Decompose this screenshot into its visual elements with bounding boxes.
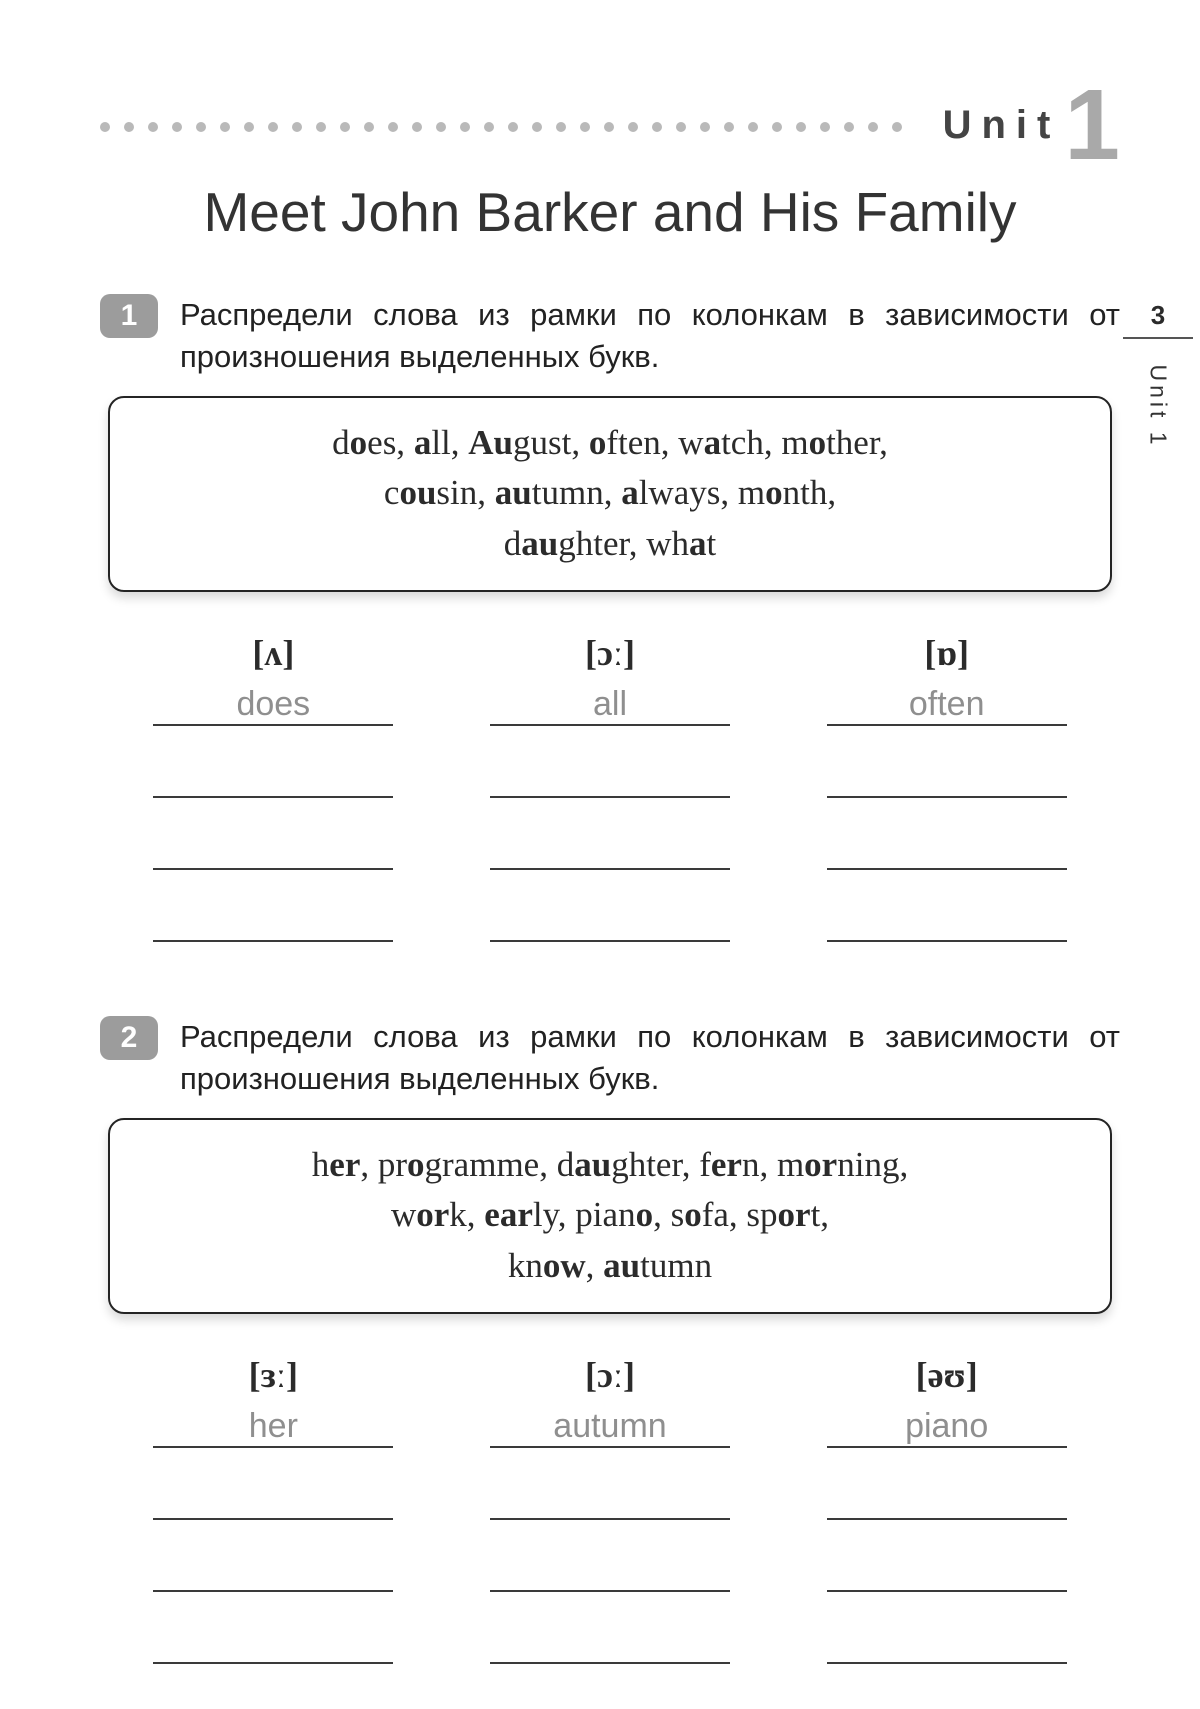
dot [628, 122, 638, 132]
column: [ɜː]her [120, 1354, 427, 1688]
exercise-badge-2: 2 [100, 1016, 158, 1060]
phonetic-header: [ɔː] [585, 1354, 635, 1396]
answer-line[interactable] [490, 1544, 730, 1592]
dot [436, 122, 446, 132]
answer-line[interactable] [490, 894, 730, 942]
dot [196, 122, 206, 132]
exercise-2-instruction: Распредели слова из рамки по колонкам в … [180, 1016, 1120, 1100]
answer-line[interactable] [490, 750, 730, 798]
dot [868, 122, 878, 132]
page: 3 Unit 1 Unit 1 Meet John Barker and His… [0, 0, 1200, 1709]
answer-line[interactable]: all [490, 678, 730, 726]
dot [460, 122, 470, 132]
dot [268, 122, 278, 132]
dot [604, 122, 614, 132]
dot [412, 122, 422, 132]
exercise-1-word-box: does, all, August, often, watch, mother,… [108, 396, 1112, 592]
unit-title: Meet John Barker and His Family [100, 180, 1120, 244]
dot [748, 122, 758, 132]
answer-line[interactable] [827, 1472, 1067, 1520]
dot [532, 122, 542, 132]
unit-header: Unit 1 [100, 80, 1120, 170]
answer-line[interactable] [490, 1472, 730, 1520]
answer-line[interactable] [827, 1616, 1067, 1664]
dot [772, 122, 782, 132]
answer-line[interactable]: piano [827, 1400, 1067, 1448]
dot-row [100, 122, 902, 132]
column: [ʌ]does [120, 632, 427, 966]
dot [100, 122, 110, 132]
answer-line[interactable]: does [153, 678, 393, 726]
column: [ɔː]autumn [457, 1354, 764, 1688]
exercise-2-word-box: her, programme, daughter, fern, morning,… [108, 1118, 1112, 1314]
phonetic-header: [ʌ] [252, 632, 294, 674]
dot [892, 122, 902, 132]
side-rule [1123, 337, 1193, 339]
unit-number: 1 [1064, 80, 1120, 170]
dot [580, 122, 590, 132]
side-tab: 3 Unit 1 [1116, 300, 1200, 420]
answer-line[interactable] [153, 894, 393, 942]
phonetic-header: [ɔː] [585, 632, 635, 674]
dot [220, 122, 230, 132]
answer-line[interactable] [153, 822, 393, 870]
dot [700, 122, 710, 132]
dot [172, 122, 182, 132]
dot [652, 122, 662, 132]
answer-line[interactable] [490, 822, 730, 870]
exercise-2-header: 2 Распредели слова из рамки по колонкам … [100, 1016, 1120, 1100]
answer-line[interactable]: often [827, 678, 1067, 726]
exercise-badge-1: 1 [100, 294, 158, 338]
answer-line[interactable] [153, 1472, 393, 1520]
answer-line[interactable] [153, 1544, 393, 1592]
answer-line[interactable] [827, 822, 1067, 870]
answer-line[interactable] [827, 750, 1067, 798]
phonetic-header: [əʊ] [916, 1354, 978, 1396]
page-number: 3 [1151, 300, 1165, 331]
answer-line[interactable] [827, 894, 1067, 942]
dot [844, 122, 854, 132]
exercise-1-columns: [ʌ]does[ɔː]all[ɒ]often [100, 632, 1120, 966]
dot [484, 122, 494, 132]
dot [340, 122, 350, 132]
answer-line[interactable] [153, 1616, 393, 1664]
dot [508, 122, 518, 132]
dot [388, 122, 398, 132]
column: [ɔː]all [457, 632, 764, 966]
dot [556, 122, 566, 132]
dot [292, 122, 302, 132]
dot [676, 122, 686, 132]
dot [316, 122, 326, 132]
answer-line[interactable] [490, 1616, 730, 1664]
dot [124, 122, 134, 132]
phonetic-header: [ɜː] [249, 1354, 298, 1396]
unit-label: Unit [943, 103, 1061, 148]
exercise-1-instruction: Распредели слова из рамки по колонкам в … [180, 294, 1120, 378]
dot [820, 122, 830, 132]
column: [ɒ]often [793, 632, 1100, 966]
answer-line[interactable]: autumn [490, 1400, 730, 1448]
side-unit-label: Unit 1 [1144, 364, 1171, 448]
answer-line[interactable] [827, 1544, 1067, 1592]
dot [148, 122, 158, 132]
dot [724, 122, 734, 132]
dot [364, 122, 374, 132]
phonetic-header: [ɒ] [924, 632, 969, 674]
column: [əʊ]piano [793, 1354, 1100, 1688]
dot [244, 122, 254, 132]
exercise-2-columns: [ɜː]her[ɔː]autumn[əʊ]piano [100, 1354, 1120, 1688]
dot [796, 122, 806, 132]
answer-line[interactable]: her [153, 1400, 393, 1448]
exercise-1-header: 1 Распредели слова из рамки по колонкам … [100, 294, 1120, 378]
answer-line[interactable] [153, 750, 393, 798]
